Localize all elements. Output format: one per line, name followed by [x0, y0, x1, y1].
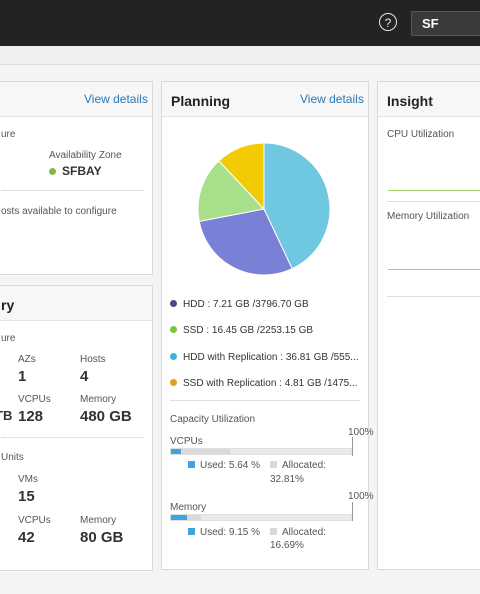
legend-ssd: SSD : 16.45 GB /2253.15 GB [170, 325, 313, 336]
overview-section-label: ure [1, 129, 16, 140]
allocated-square-icon [270, 461, 277, 468]
inventory-card-title: ry [1, 297, 15, 313]
overview-view-details-link[interactable]: View details [84, 92, 148, 106]
vcpus-bar [170, 448, 352, 455]
region-select[interactable]: SF [411, 11, 480, 36]
vcpus-max-label: 100% [348, 427, 374, 438]
legend-ssd-label: SSD : 16.45 GB /2253.15 GB [183, 325, 314, 336]
pie-slice-2[interactable] [197, 160, 265, 222]
inventory-card-header [0, 286, 152, 321]
vcpus-allocated-value: 32.81% [270, 474, 304, 485]
tb-fragment: TB [0, 408, 13, 423]
vcpus-used-fill [171, 449, 182, 454]
pie-slice-3[interactable] [218, 142, 265, 211]
legend-hdd-replication: HDD with Replication : 36.81 GB /555... [170, 352, 359, 363]
vcpus-used-text: Used: 5.64 % [200, 460, 261, 471]
insight-card: Insight CPU Utilization Memory Utilizati… [377, 81, 480, 570]
vcpus-bar-label: VCPUs [170, 436, 203, 447]
availability-zone-value: SFBAY [49, 164, 102, 178]
legend-ssd-replication-label: SSD with Replication : 4.81 GB /1475... [183, 378, 358, 389]
memory-label: Memory [80, 394, 117, 405]
capacity-utilization-title: Capacity Utilization [170, 414, 256, 425]
memory-max-tick [352, 502, 353, 521]
planning-divider [170, 400, 360, 401]
planning-view-details-link[interactable]: View details [300, 92, 364, 106]
hosts-value: 4 [80, 368, 89, 385]
legend-hdd: HDD : 7.21 GB /3796.70 GB [170, 299, 309, 310]
vcpus-label: VCPUs [18, 394, 51, 405]
units-vcpus-label: VCPUs [18, 515, 51, 526]
pie-slice-1[interactable] [198, 208, 293, 276]
memory-max-label: 100% [348, 491, 374, 502]
memory-used-legend: Used: 9.15 % [188, 527, 260, 538]
overview-card: View details ure Availability Zone SFBAY… [0, 81, 153, 275]
hosts-available-note: osts available to configure [1, 206, 117, 217]
top-bar: ? SF [0, 0, 480, 46]
memory-used-square-icon [188, 528, 195, 535]
az-value-text: SFBAY [62, 164, 102, 178]
legend-hdd-replication-dot-icon [170, 353, 177, 360]
legend-ssd-replication: SSD with Replication : 4.81 GB /1475... [170, 378, 358, 389]
memory-bar-label: Memory [170, 502, 207, 513]
inventory-infra-label: ure [1, 333, 16, 344]
units-label: Units [1, 452, 24, 463]
legend-ssd-dot-icon [170, 326, 177, 333]
legend-hdd-label: HDD : 7.21 GB /3796.70 GB [183, 299, 309, 310]
legend-hdd-dot-icon [170, 300, 177, 307]
vcpus-value: 128 [18, 408, 44, 425]
vcpus-allocated-text: Allocated: [282, 460, 326, 471]
vcpus-used-legend: Used: 5.64 % [188, 460, 260, 471]
sub-bar [0, 46, 480, 65]
memory-allocated-square-icon [270, 528, 277, 535]
vcpus-allocated-fill [171, 449, 231, 454]
azs-value: 1 [18, 368, 27, 385]
memory-utilization-label: Memory Utilization [387, 211, 470, 222]
legend-ssd-replication-dot-icon [170, 379, 177, 386]
used-square-icon [188, 461, 195, 468]
insight-card-header [378, 82, 480, 117]
availability-zone-label: Availability Zone [49, 150, 122, 161]
cpu-utilization-line [388, 190, 480, 191]
vms-value: 15 [18, 488, 35, 505]
pie-slice-0[interactable] [263, 142, 331, 270]
overview-card-header [0, 82, 152, 117]
memory-utilization-line [388, 269, 480, 270]
memory-value: 480 GB [80, 408, 132, 425]
units-memory-label: Memory [80, 515, 117, 526]
planning-card-header [162, 82, 368, 117]
vcpus-allocated-legend: Allocated: [270, 460, 326, 471]
azs-label: AZs [18, 354, 36, 365]
memory-allocated-text: Allocated: [282, 527, 326, 538]
vms-label: VMs [18, 474, 38, 485]
hosts-label: Hosts [80, 354, 106, 365]
units-vcpus-value: 42 [18, 529, 35, 546]
az-status-dot-icon [49, 168, 56, 175]
vcpus-max-tick [352, 437, 353, 456]
memory-allocated-legend: Allocated: [270, 527, 326, 538]
memory-used-text: Used: 9.15 % [200, 527, 261, 538]
insight-divider-2 [387, 296, 480, 297]
overview-divider [1, 190, 144, 191]
inventory-divider [1, 437, 144, 438]
planning-card-title: Planning [171, 93, 231, 109]
inventory-card: ry ure AZs 1 Hosts 4 VCPUs TB 128 Memory… [0, 285, 153, 571]
cpu-utilization-label: CPU Utilization [387, 129, 455, 140]
memory-allocated-value: 16.69% [270, 540, 304, 551]
insight-card-title: Insight [387, 93, 433, 109]
units-memory-value: 80 GB [80, 529, 124, 546]
help-question-icon[interactable]: ? [379, 13, 397, 31]
insight-divider-1 [387, 201, 480, 202]
memory-used-fill [171, 515, 188, 520]
legend-hdd-replication-label: HDD with Replication : 36.81 GB /555... [183, 352, 359, 363]
storage-pie-chart [197, 142, 331, 276]
memory-bar [170, 514, 352, 521]
